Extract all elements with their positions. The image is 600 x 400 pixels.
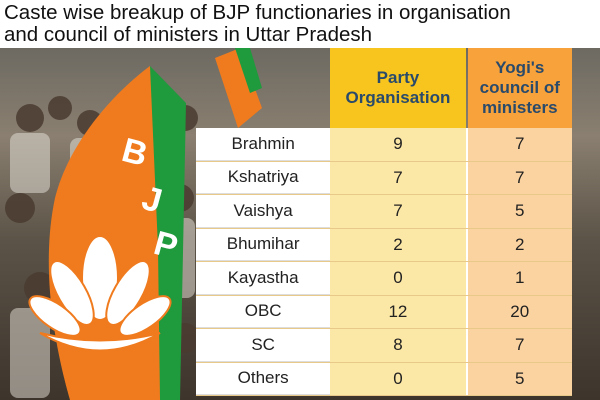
yogi-value: 7 [467,128,572,161]
col-header-yogi: Yogi's council of ministers [467,48,572,128]
table-body: Brahmin 9 7 Kshatriya 7 7 Vaishya 7 5 Bhumihar 2 2 K… [196,128,572,396]
table-row: OBC 12 20 [196,295,572,329]
table-row: Kayastha 0 1 [196,262,572,296]
yogi-value: 1 [467,262,572,295]
table-row: Others 0 5 [196,362,572,396]
party-value: 12 [330,295,466,328]
table-row: Kshatriya 7 7 [196,161,572,195]
row-label: Vaishya [196,195,331,228]
yogi-value: 5 [467,195,572,228]
row-label: Others [196,362,331,395]
table-row: SC 8 7 [196,329,572,363]
bjp-flag-lotus-icon: B J P [5,48,262,400]
party-value: 8 [330,329,466,362]
row-label: OBC [196,295,331,328]
col-header-party: Party Organisation [330,48,466,128]
title-line-1: Caste wise breakup of BJP functionaries … [4,1,511,24]
row-label: Bhumihar [196,228,331,261]
party-value: 2 [330,228,466,261]
table-row: Vaishya 7 5 [196,195,572,229]
row-label: SC [196,329,331,362]
party-value: 9 [330,128,466,161]
party-value: 7 [330,195,466,228]
yogi-value: 7 [467,329,572,362]
row-label: Kshatriya [196,161,331,194]
party-value: 0 [330,362,466,395]
row-label: Brahmin [196,128,331,161]
chart-title: Caste wise breakup of BJP functionaries … [4,2,596,46]
row-label: Kayastha [196,262,331,295]
title-line-2: and council of ministers in Uttar Prades… [4,23,373,46]
party-value: 0 [330,262,466,295]
yogi-value: 20 [467,295,572,328]
party-value: 7 [330,161,466,194]
yogi-value: 2 [467,228,572,261]
table-row: Bhumihar 2 2 [196,228,572,262]
table-header: Party Organisation Yogi's council of min… [196,48,572,128]
yogi-value: 7 [467,161,572,194]
table-row: Brahmin 9 7 [196,128,572,162]
yogi-value: 5 [467,362,572,395]
caste-table: Party Organisation Yogi's council of min… [196,48,572,396]
